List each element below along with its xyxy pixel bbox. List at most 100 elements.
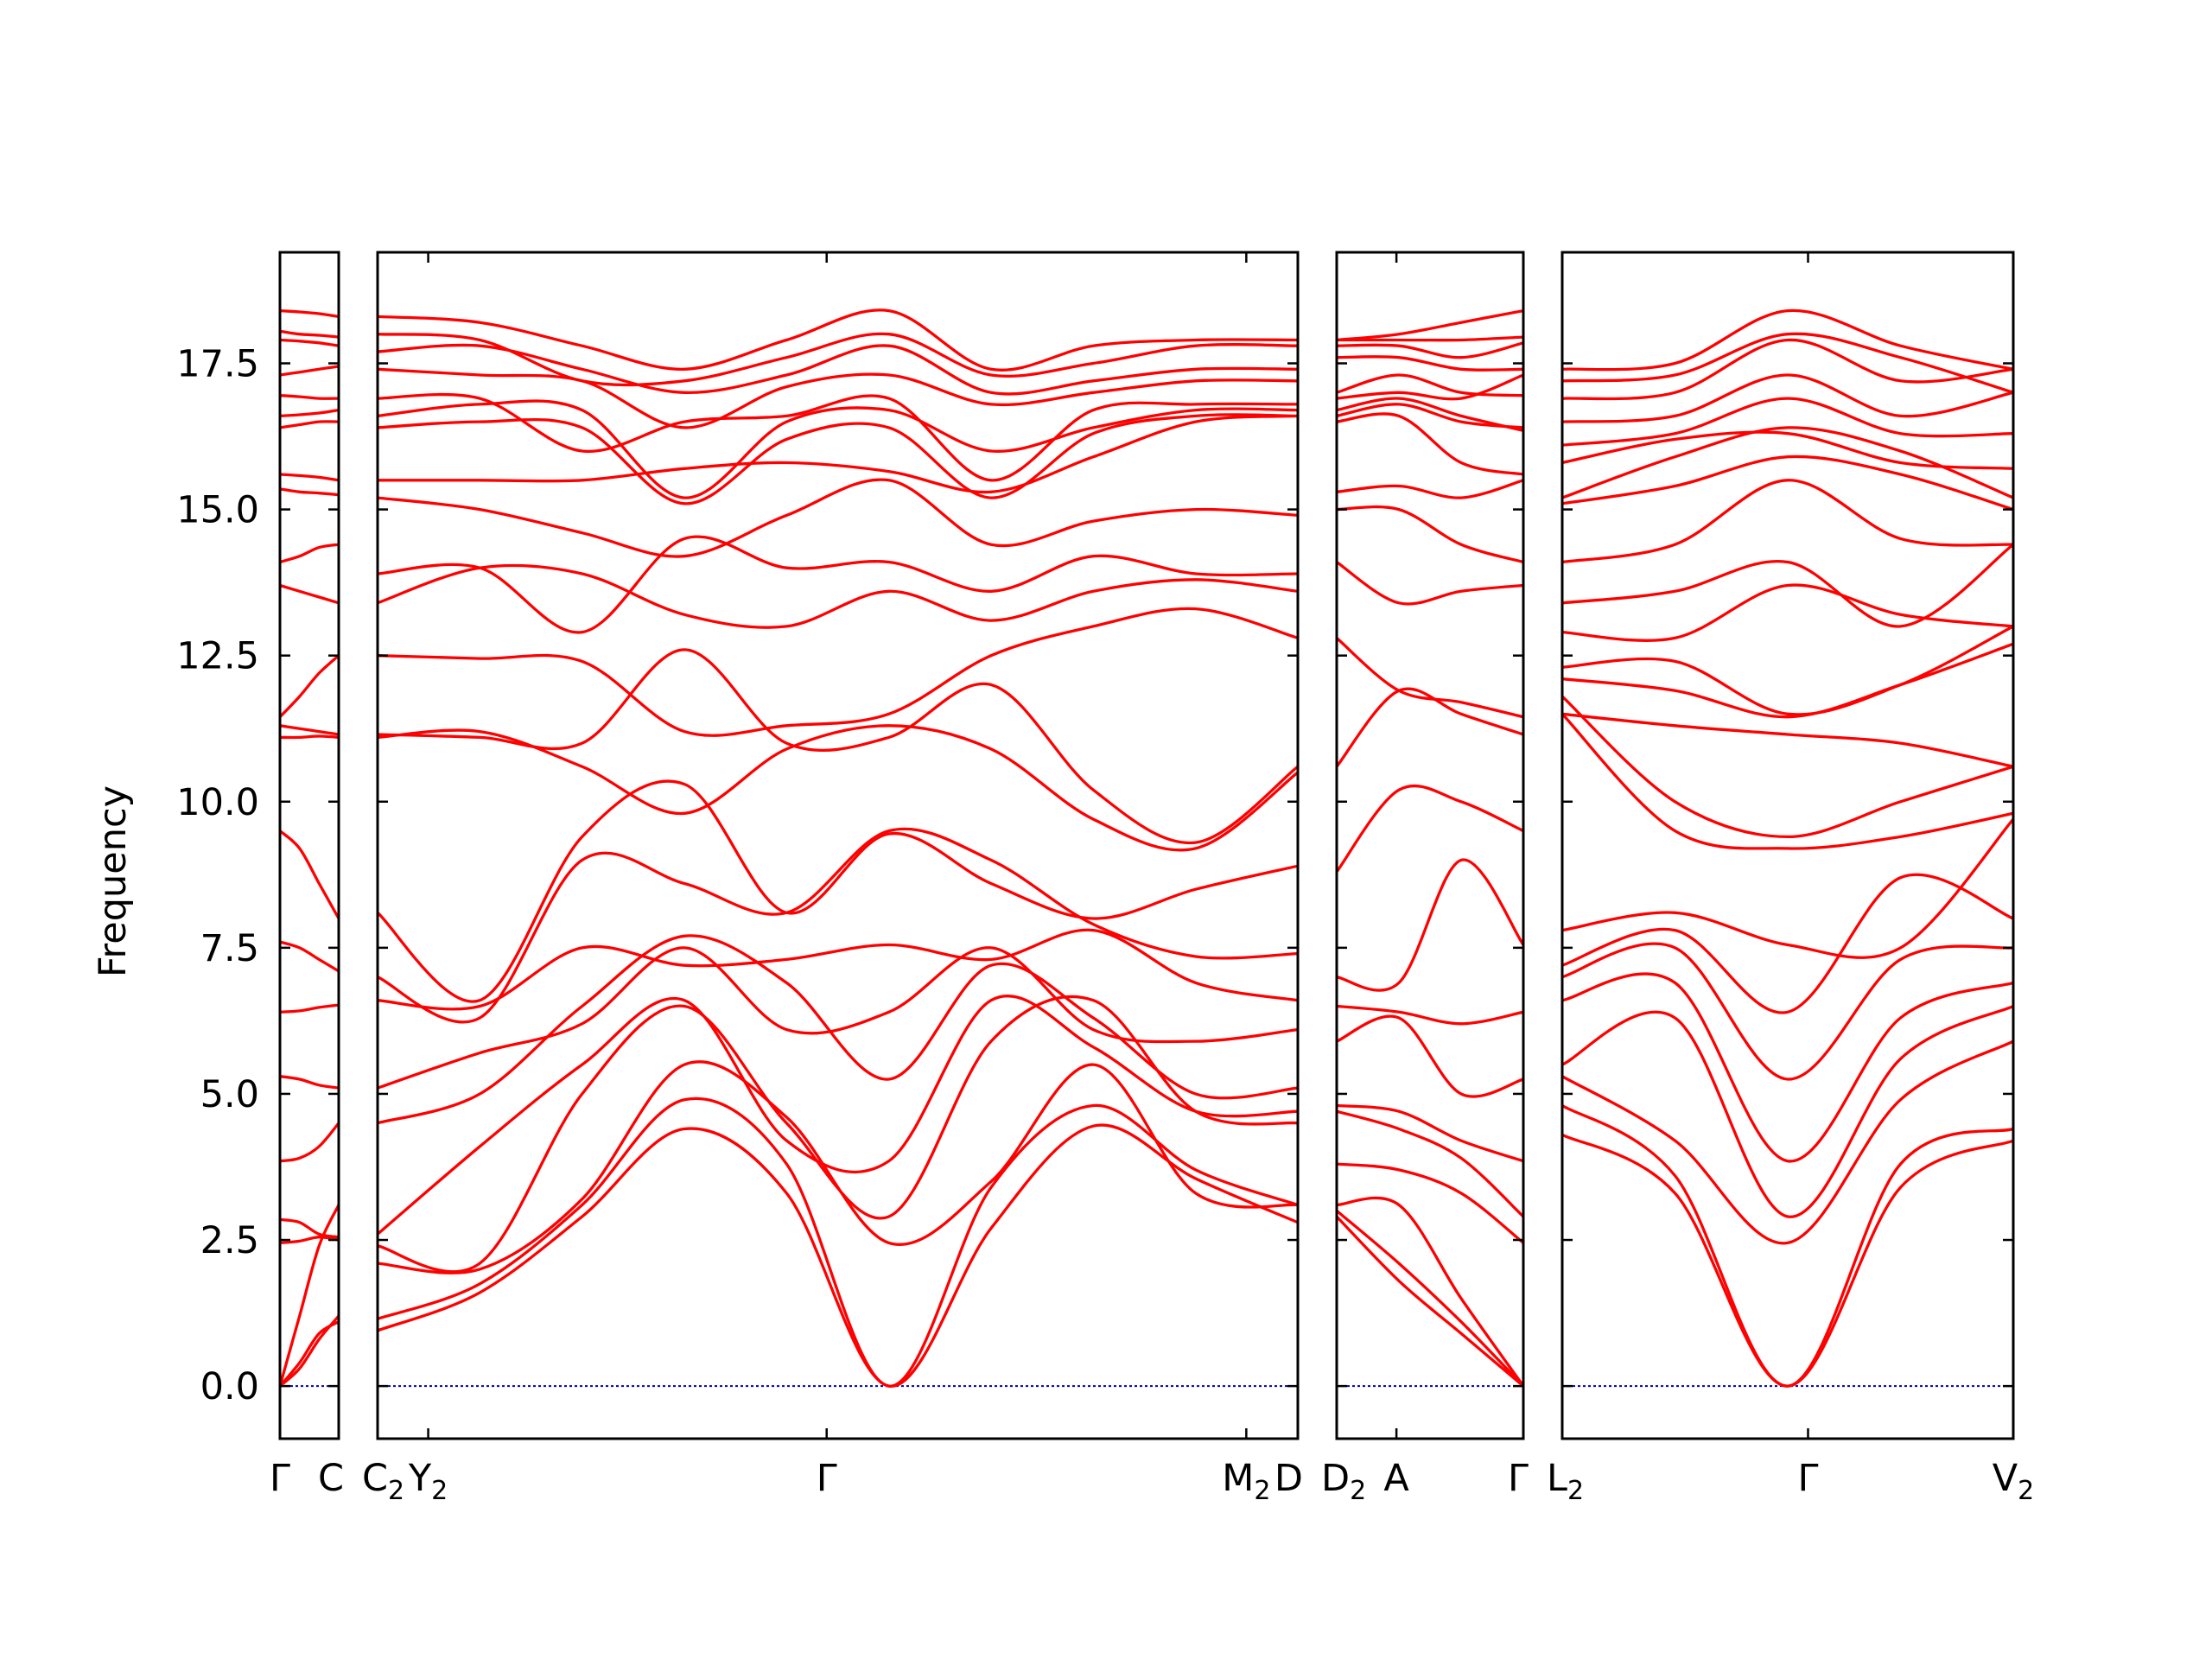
band-3 [280, 1204, 339, 1387]
x-tick-label-base: L [1547, 1457, 1567, 1500]
band-14 [378, 563, 1298, 629]
band-13 [1562, 625, 2013, 716]
band-21 [378, 367, 1298, 429]
x-tick-label-base: Γ [1798, 1457, 1819, 1500]
band-4 [1337, 1162, 1523, 1244]
x-tick-label: V2 [1993, 1457, 2035, 1506]
band-24 [378, 308, 1298, 372]
band-6 [1337, 1103, 1523, 1163]
band-20 [378, 392, 1298, 482]
band-15 [1337, 479, 1523, 499]
band-2 [1562, 1104, 2013, 1388]
band-4 [1562, 1005, 2013, 1218]
band-14 [1562, 583, 2013, 642]
band-11 [1562, 712, 2013, 768]
band-4 [280, 1236, 339, 1245]
band-9 [1562, 713, 2013, 850]
x-tick-label-base: C [362, 1457, 388, 1500]
x-tick-label: C2 [362, 1457, 404, 1506]
panels-layer: Γ C C2 Y2 Γ M2 D D2 A Γ L2 Γ V2 [270, 251, 2035, 1506]
band-16 [1562, 479, 2013, 564]
band-21 [1562, 373, 2013, 423]
band-7 [280, 1075, 339, 1090]
x-tick-label-base: D [1274, 1457, 1303, 1500]
band-8 [1337, 1004, 1523, 1026]
x-tick-label: C [318, 1457, 344, 1500]
panel-frame [1335, 251, 1525, 1440]
band-17 [280, 473, 339, 482]
band-12 [378, 648, 1298, 845]
band-7 [1562, 873, 2013, 1014]
x-tick-label: Γ [1798, 1457, 1819, 1500]
band-9 [1337, 858, 1523, 992]
band-20 [1337, 373, 1523, 397]
band-16 [280, 487, 339, 497]
band-3 [1562, 1039, 2013, 1245]
band-2 [378, 1096, 1298, 1388]
band-11 [280, 734, 339, 740]
band-group [280, 308, 339, 1388]
x-tick-label: D2 [1321, 1457, 1366, 1506]
x-tick-label-base: A [1383, 1457, 1409, 1500]
x-tick-label: L2 [1547, 1457, 1584, 1506]
x-tick-label-base: C [318, 1457, 344, 1500]
band-10 [1562, 695, 2013, 839]
panel-frame [376, 251, 1300, 1440]
band-5 [280, 1217, 339, 1239]
band-20 [1562, 397, 2013, 447]
band-8 [378, 928, 1298, 1011]
band-23 [1337, 335, 1523, 342]
y-tick-label: 0.0 [200, 1365, 259, 1408]
band-19 [378, 399, 1298, 499]
y-tick-label: 12.5 [176, 635, 259, 678]
band-24 [1337, 308, 1523, 342]
x-tick-label: Γ [270, 1457, 290, 1500]
band-12 [1562, 642, 2013, 719]
band-17 [1337, 403, 1523, 429]
x-tick-label-subscript: 2 [2018, 1476, 2034, 1506]
x-tick-label: M2 [1222, 1457, 1270, 1506]
band-17 [378, 414, 1298, 494]
band-19 [1337, 373, 1523, 401]
band-24 [280, 308, 339, 319]
band-18 [378, 413, 1298, 505]
band-22 [280, 338, 339, 347]
band-15 [1562, 543, 2013, 628]
band-5 [1337, 1109, 1523, 1218]
x-tick-label-base: V [1993, 1457, 2018, 1500]
band-9 [378, 827, 1298, 1024]
band-2 [280, 1320, 339, 1388]
band-22 [1562, 338, 2013, 401]
band-group [1562, 308, 2013, 1388]
x-tick-label-base: Y [408, 1457, 432, 1500]
band-14 [280, 583, 339, 605]
band-10 [280, 830, 339, 919]
band-group [1337, 308, 1523, 1388]
panel-4: L2 Γ V2 [1547, 251, 2035, 1506]
band-18 [280, 420, 339, 429]
band-22 [378, 343, 1298, 396]
band-1 [1337, 1215, 1523, 1388]
band-4 [378, 995, 1298, 1274]
band-21 [280, 365, 339, 377]
band-23 [378, 332, 1298, 387]
x-tick-label-base: D [1321, 1457, 1350, 1500]
band-1 [1562, 1133, 2013, 1388]
band-6 [378, 934, 1298, 1125]
band-7 [378, 946, 1298, 1090]
band-12 [1337, 637, 1523, 719]
band-11 [378, 724, 1298, 852]
band-13 [1337, 561, 1523, 606]
band-7 [1337, 1014, 1523, 1098]
band-19 [1562, 430, 2013, 470]
band-16 [378, 478, 1298, 558]
x-tick-label-subscript: 2 [431, 1476, 448, 1506]
x-tick-label: D [1274, 1457, 1303, 1500]
y-axis: 0.0 2.5 5.0 7.5 10.0 12.5 15.0 17.5 [176, 343, 259, 1409]
x-tick-label-subscript: 2 [1350, 1476, 1366, 1506]
band-2 [1337, 1209, 1523, 1388]
band-6 [280, 1122, 339, 1163]
band-8 [280, 1003, 339, 1014]
band-group [378, 308, 1298, 1388]
